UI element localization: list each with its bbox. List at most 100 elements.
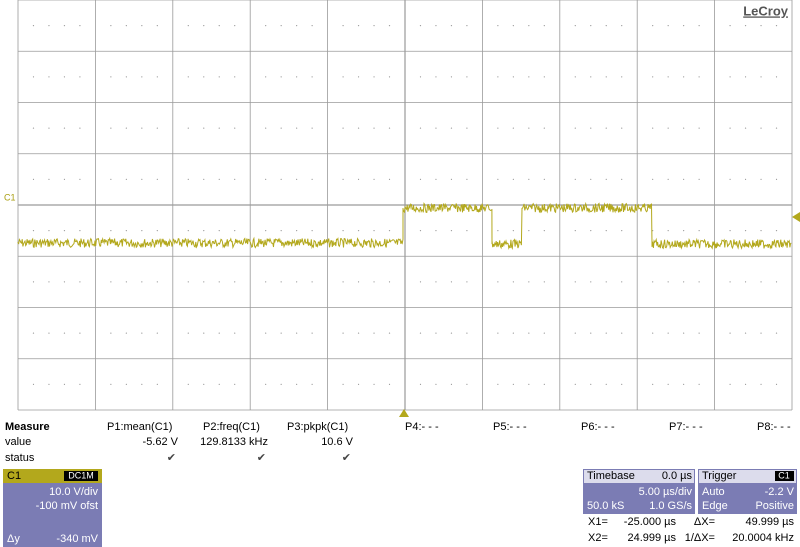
grid-dot (605, 25, 607, 27)
grid-dot (48, 76, 50, 78)
grid-dot (48, 281, 50, 283)
grid-dot (156, 25, 158, 27)
grid-dot (141, 76, 143, 78)
grid-dot (110, 383, 112, 385)
grid-dot (760, 230, 762, 232)
grid-dot (125, 25, 127, 27)
logo: LeCroy (743, 3, 789, 18)
grid-dot (63, 178, 66, 180)
grid-dot (729, 230, 731, 232)
grid-dot (775, 127, 778, 129)
grid-dot (48, 383, 50, 385)
grid-dot (419, 332, 422, 334)
grid-dot (187, 383, 189, 385)
grid-dot (187, 76, 189, 78)
grid-dot (698, 332, 700, 334)
grid-dot (729, 281, 731, 283)
grid-dot (435, 383, 437, 385)
grid-dot (110, 230, 112, 232)
param-value: -5.62 V (143, 436, 179, 448)
grid-dot (760, 383, 762, 385)
grid-dot (280, 281, 282, 283)
grid-dot (652, 281, 654, 283)
param-value: 10.6 V (321, 436, 353, 448)
grid-dot (667, 383, 669, 385)
cursor-delta: 49.999 µs (745, 516, 794, 528)
grid-dot (729, 127, 731, 129)
grid-dot (373, 332, 375, 334)
grid-dot (357, 332, 360, 334)
grid-dot (621, 332, 623, 334)
grid-dot (652, 76, 654, 78)
grid-dot (667, 178, 669, 180)
grid-dot (419, 25, 422, 27)
grid-dot (311, 25, 313, 27)
grid-dot (32, 281, 35, 283)
grid-dot (698, 230, 700, 232)
grid-dot (125, 383, 127, 385)
grid-dot (621, 230, 623, 232)
grid (17, 0, 793, 411)
param-name: P8:- - - (757, 421, 791, 433)
grid-dot (110, 281, 112, 283)
grid-dot (683, 127, 685, 129)
grid-dot (683, 178, 685, 180)
grid-dot (543, 178, 545, 180)
trigger-box: Trigger C1 Auto -2.2 V Edge Positive (698, 469, 797, 514)
grid-dot (652, 332, 654, 334)
grid-dot (543, 281, 545, 283)
grid-dot (775, 25, 778, 27)
grid-dot (512, 178, 514, 180)
grid-dot (667, 76, 669, 78)
grid-dot (218, 230, 220, 232)
param-name: P2:freq(C1) (203, 421, 260, 433)
coupling-badge (64, 471, 98, 481)
grid-dot (652, 383, 654, 385)
grid-dot (203, 383, 205, 385)
grid-dot (125, 230, 127, 232)
timebase-box: Timebase 0.0 µs 5.00 µs/div 50.0 kS 1.0 … (583, 469, 695, 514)
grid-dot (48, 230, 50, 232)
grid-dot (48, 25, 50, 27)
timebase-label: Timebase (587, 470, 635, 482)
grid-dot (590, 178, 592, 180)
grid-dot (125, 178, 127, 180)
grid-dot (760, 178, 762, 180)
grid-dot (156, 332, 158, 334)
grid-dot (79, 281, 81, 283)
grid-dot (512, 230, 514, 232)
grid-dot (218, 25, 220, 27)
grid-dot (79, 25, 81, 27)
grid-dot (744, 230, 747, 232)
timebase-rate: 1.0 GS/s (649, 500, 692, 512)
grid-dot (497, 332, 499, 334)
grid-dot (357, 76, 360, 78)
param-status: ✔ (257, 452, 266, 464)
cursor-delta-label: ΔX= (694, 516, 715, 528)
dy-value: -340 mV (56, 533, 98, 545)
grid-dot (435, 76, 437, 78)
grid-dot (141, 127, 143, 129)
grid-dot (667, 281, 669, 283)
grid-dot (683, 383, 685, 385)
grid-dot (667, 25, 669, 27)
param-name: P3:pkpk(C1) (287, 421, 348, 433)
grid-dot (311, 332, 313, 334)
grid-dot (388, 383, 391, 385)
grid-dot (466, 332, 468, 334)
grid-dot (698, 178, 700, 180)
grid-dot (512, 281, 514, 283)
grid-dot (574, 25, 576, 27)
grid-dot (466, 230, 468, 232)
grid-dot (512, 25, 514, 27)
row-label: value (5, 436, 31, 448)
grid-dot (280, 127, 282, 129)
cursor-value: 24.999 µs (627, 532, 676, 544)
level-marker (792, 212, 800, 222)
grid-dot (435, 178, 437, 180)
grid-dot (342, 281, 344, 283)
grid-dot (373, 281, 375, 283)
grid-dot (435, 332, 437, 334)
